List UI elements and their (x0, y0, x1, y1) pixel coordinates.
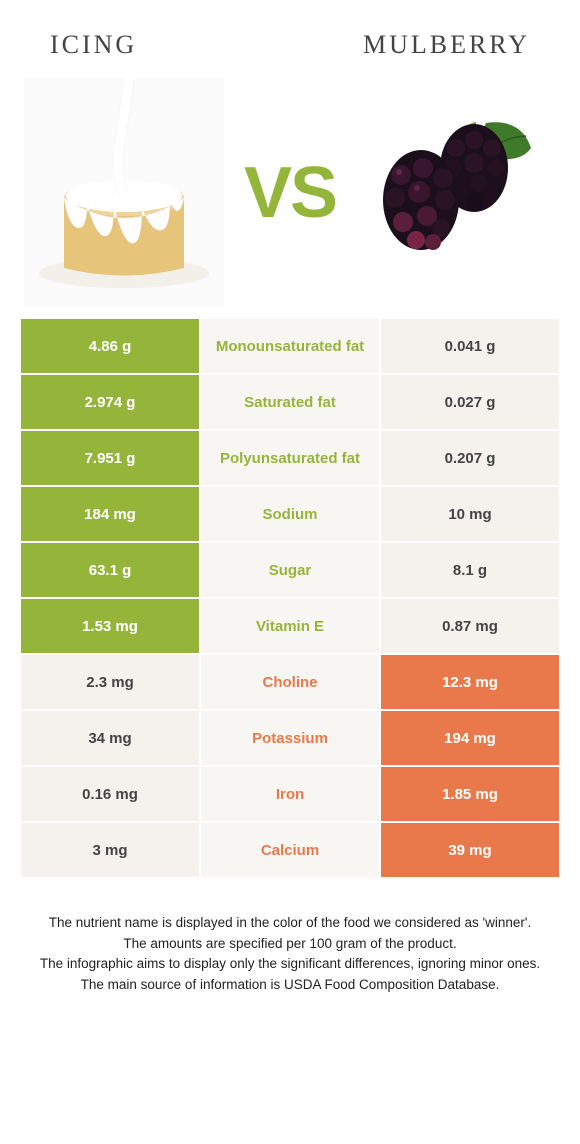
nutrient-label: Iron (200, 766, 380, 822)
nutrient-row: 3 mgCalcium39 mg (20, 822, 560, 878)
left-value: 63.1 g (20, 542, 200, 598)
nutrient-label: Saturated fat (200, 374, 380, 430)
right-value: 1.85 mg (380, 766, 560, 822)
nutrient-label: Polyunsaturated fat (200, 430, 380, 486)
nutrient-row: 34 mgPotassium194 mg (20, 710, 560, 766)
right-value: 10 mg (380, 486, 560, 542)
nutrient-row: 1.53 mgVitamin E0.87 mg (20, 598, 560, 654)
right-value: 12.3 mg (380, 654, 560, 710)
footer-line: The main source of information is USDA F… (30, 975, 550, 995)
right-value: 0.87 mg (380, 598, 560, 654)
left-value: 0.16 mg (20, 766, 200, 822)
left-value: 1.53 mg (20, 598, 200, 654)
left-value: 2.3 mg (20, 654, 200, 710)
right-value: 194 mg (380, 710, 560, 766)
right-value: 0.041 g (380, 318, 560, 374)
mulberry-image (356, 78, 556, 308)
left-value: 4.86 g (20, 318, 200, 374)
header-left: Icing (50, 30, 137, 60)
right-value: 0.207 g (380, 430, 560, 486)
nutrient-label: Choline (200, 654, 380, 710)
nutrient-row: 2.974 gSaturated fat0.027 g (20, 374, 560, 430)
left-value: 34 mg (20, 710, 200, 766)
footer-line: The infographic aims to display only the… (30, 954, 550, 974)
left-value: 3 mg (20, 822, 200, 878)
nutrient-label: Potassium (200, 710, 380, 766)
right-value: 0.027 g (380, 374, 560, 430)
nutrient-row: 4.86 gMonounsaturated fat0.041 g (20, 318, 560, 374)
left-value: 7.951 g (20, 430, 200, 486)
nutrient-row: 7.951 gPolyunsaturated fat0.207 g (20, 430, 560, 486)
footer-notes: The nutrient name is displayed in the co… (30, 913, 550, 994)
nutrient-label: Calcium (200, 822, 380, 878)
right-value: 39 mg (380, 822, 560, 878)
footer-line: The nutrient name is displayed in the co… (30, 913, 550, 933)
icing-image (24, 78, 224, 308)
nutrient-row: 2.3 mgCholine12.3 mg (20, 654, 560, 710)
nutrient-table: 4.86 gMonounsaturated fat0.041 g2.974 gS… (20, 318, 560, 878)
header: Icing Mulberry (0, 20, 580, 78)
footer-line: The amounts are specified per 100 gram o… (30, 934, 550, 954)
nutrient-label: Sugar (200, 542, 380, 598)
nutrient-row: 63.1 gSugar8.1 g (20, 542, 560, 598)
nutrient-label: Sodium (200, 486, 380, 542)
left-value: 2.974 g (20, 374, 200, 430)
right-value: 8.1 g (380, 542, 560, 598)
infographic-container: Icing Mulberry VS (0, 0, 580, 1144)
vs-label: VS (244, 152, 336, 234)
nutrient-label: Vitamin E (200, 598, 380, 654)
hero-row: VS (0, 78, 580, 308)
left-value: 184 mg (20, 486, 200, 542)
nutrient-label: Monounsaturated fat (200, 318, 380, 374)
header-right: Mulberry (363, 30, 530, 60)
nutrient-row: 0.16 mgIron1.85 mg (20, 766, 560, 822)
nutrient-row: 184 mgSodium10 mg (20, 486, 560, 542)
